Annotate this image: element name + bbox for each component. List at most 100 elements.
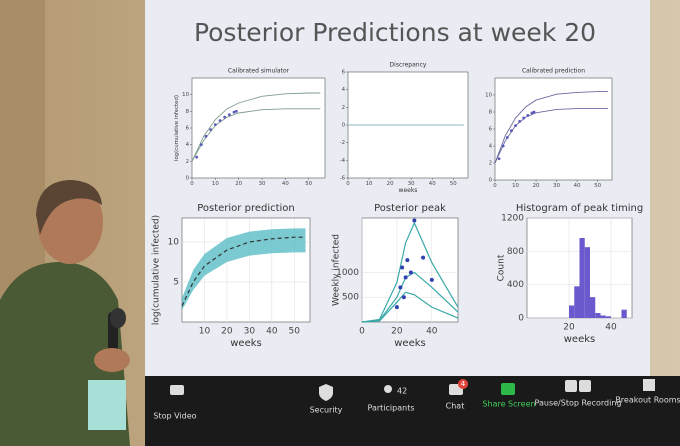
histogram-bar — [574, 286, 580, 318]
data-line — [494, 91, 608, 164]
y-tick-label: 6 — [342, 70, 346, 76]
y-tick-label: 2 — [342, 105, 345, 111]
panel-title: Calibrated simulator — [228, 68, 290, 75]
data-point — [408, 270, 413, 275]
data-point — [501, 144, 505, 148]
data-point — [204, 134, 208, 138]
y-tick-label: 0 — [342, 123, 346, 129]
y-tick-label: 4 — [186, 142, 190, 148]
y-tick-label: 2 — [186, 159, 189, 165]
plot-area — [191, 77, 326, 179]
x-axis-label: weeks — [564, 334, 595, 345]
participants-button[interactable]: 42 Participants — [368, 385, 415, 413]
x-tick-label: 10 — [199, 327, 211, 337]
y-tick-label: 5 — [173, 278, 179, 288]
data-line — [191, 92, 321, 162]
panel-title: Posterior prediction — [197, 203, 295, 214]
x-tick-label: 40 — [429, 181, 436, 187]
y-tick-label: -2 — [340, 140, 345, 146]
participants-count: 42 — [397, 387, 407, 396]
data-point — [429, 277, 434, 282]
data-point — [505, 136, 509, 139]
y-tick-label: 8 — [186, 109, 190, 115]
y-tick-label: 10 — [485, 93, 492, 99]
credible-band — [182, 228, 306, 310]
x-tick-label: 40 — [282, 181, 289, 187]
y-tick-label: -6 — [340, 176, 346, 182]
x-tick-label: 10 — [366, 181, 373, 187]
data-line — [191, 108, 321, 162]
x-tick-label: 40 — [266, 327, 278, 337]
data-point — [421, 255, 426, 260]
charts: Calibrated simulator log(cumulative infec… — [152, 62, 644, 350]
data-point — [232, 110, 236, 114]
x-tick-label: 50 — [289, 327, 301, 337]
x-tick-label: 0 — [190, 181, 194, 187]
x-tick-label: 40 — [426, 327, 438, 337]
x-tick-label: 20 — [533, 183, 540, 189]
data-point — [400, 265, 405, 270]
data-point — [223, 115, 227, 119]
x-tick-label: 10 — [512, 183, 519, 189]
x-tick-label: 10 — [212, 181, 219, 187]
y-tick-label: 4 — [342, 87, 346, 93]
x-axis-label: weeks — [399, 187, 418, 194]
stop-video-button[interactable]: Stop Video — [153, 385, 197, 421]
panel-title: Discrepancy — [390, 62, 427, 69]
x-tick-label: 50 — [305, 181, 312, 187]
slide-title: Posterior Predictions at week 20 — [194, 18, 596, 47]
y-tick-label: 6 — [489, 127, 493, 133]
x-tick-label: 30 — [244, 327, 256, 337]
data-line — [181, 236, 306, 307]
x-tick-label: 40 — [605, 323, 617, 333]
data-point — [195, 155, 199, 159]
data-point — [401, 295, 406, 300]
y-tick-label: 2 — [489, 161, 492, 167]
y-axis-label: Weekly infected — [332, 234, 342, 306]
data-point — [497, 157, 501, 161]
data-point — [522, 116, 526, 120]
plot-area — [494, 77, 613, 181]
y-tick-label: 10 — [182, 92, 189, 98]
x-tick-label: 0 — [359, 327, 365, 337]
chat-button[interactable]: 4 Chat — [446, 379, 468, 411]
data-point — [209, 128, 213, 132]
data-point — [213, 123, 217, 127]
recording-button[interactable]: Pause/Stop Recording — [535, 380, 622, 408]
breakout-rooms-button[interactable]: Breakout Rooms — [615, 379, 680, 405]
data-point — [514, 124, 517, 127]
y-tick-label: 400 — [507, 280, 524, 290]
y-tick-label: 6 — [186, 126, 190, 132]
panel-title: Histogram of peak timing — [516, 203, 643, 214]
slide — [145, 0, 650, 392]
x-tick-label: 0 — [346, 181, 350, 187]
x-tick-label: 50 — [594, 183, 601, 189]
data-point — [526, 114, 530, 117]
y-tick-label: 1200 — [501, 214, 524, 224]
y-axis-label: Count — [497, 254, 507, 281]
x-tick-label: 30 — [553, 183, 560, 189]
histogram-bar — [600, 315, 606, 318]
presenter — [0, 180, 130, 446]
share-screen-button[interactable]: Share Screen — [482, 383, 536, 409]
y-tick-label: 10 — [168, 238, 180, 248]
data-point — [199, 143, 203, 147]
histogram-bar — [590, 297, 596, 318]
data-point — [405, 258, 410, 263]
data-point — [394, 305, 399, 310]
security-button[interactable]: Security — [310, 384, 343, 415]
chat-badge: 4 — [461, 380, 466, 388]
y-tick-label: 500 — [342, 293, 359, 303]
button-label: Share Screen — [482, 400, 535, 409]
x-tick-label: 30 — [259, 181, 266, 187]
x-tick-label: 20 — [387, 181, 394, 187]
data-point — [227, 113, 231, 117]
y-axis-label: log(cumulative infected) — [174, 95, 180, 161]
data-point — [518, 119, 522, 123]
y-tick-label: 0 — [518, 314, 524, 324]
button-label: Security — [310, 406, 343, 415]
plot-area — [361, 217, 459, 323]
panel-title: Calibrated prediction — [522, 68, 585, 75]
button-label: Breakout Rooms — [615, 396, 680, 405]
button-label: Stop Video — [153, 412, 196, 421]
